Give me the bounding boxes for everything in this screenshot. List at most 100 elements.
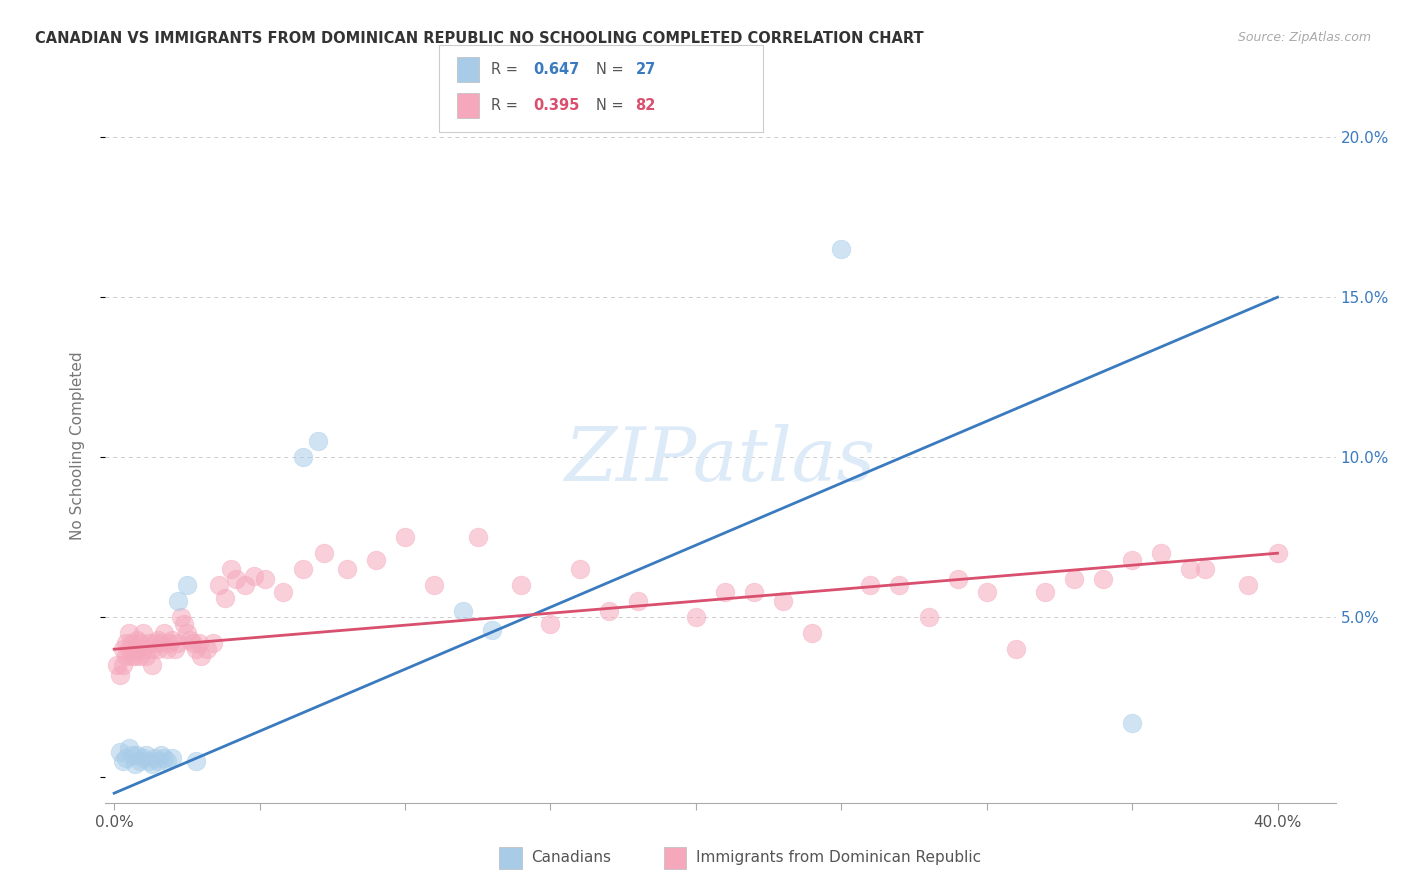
Point bbox=[627, 594, 650, 608]
Point bbox=[219, 562, 242, 576]
Point bbox=[685, 610, 707, 624]
Point bbox=[423, 578, 446, 592]
Point bbox=[108, 668, 131, 682]
Point bbox=[118, 626, 141, 640]
Point bbox=[121, 636, 143, 650]
Text: 82: 82 bbox=[636, 98, 655, 113]
Point bbox=[132, 642, 155, 657]
Point bbox=[292, 562, 315, 576]
Point bbox=[307, 434, 329, 449]
Point bbox=[127, 642, 149, 657]
Point bbox=[1267, 546, 1289, 560]
Point bbox=[167, 636, 190, 650]
Point bbox=[225, 572, 247, 586]
Point bbox=[208, 578, 231, 592]
Point bbox=[129, 648, 152, 663]
Point bbox=[114, 648, 136, 663]
Point bbox=[143, 636, 166, 650]
Point bbox=[108, 745, 131, 759]
Point bbox=[152, 751, 174, 765]
Point bbox=[124, 648, 146, 663]
Text: Immigrants from Dominican Republic: Immigrants from Dominican Republic bbox=[696, 850, 981, 865]
Point bbox=[132, 751, 155, 765]
Point bbox=[772, 594, 794, 608]
Point bbox=[394, 530, 416, 544]
Point bbox=[146, 754, 169, 768]
Text: N =: N = bbox=[596, 62, 628, 77]
Text: R =: R = bbox=[491, 62, 522, 77]
Point bbox=[111, 754, 134, 768]
Point bbox=[179, 632, 201, 647]
Point bbox=[152, 626, 174, 640]
Point bbox=[159, 636, 181, 650]
Y-axis label: No Schooling Completed: No Schooling Completed bbox=[70, 351, 84, 541]
Text: CANADIAN VS IMMIGRANTS FROM DOMINICAN REPUBLIC NO SCHOOLING COMPLETED CORRELATIO: CANADIAN VS IMMIGRANTS FROM DOMINICAN RE… bbox=[35, 31, 924, 46]
Text: R =: R = bbox=[491, 98, 522, 113]
Point bbox=[124, 757, 146, 772]
Point bbox=[127, 632, 149, 647]
Point bbox=[155, 642, 177, 657]
Point bbox=[184, 754, 207, 768]
Point bbox=[187, 636, 209, 650]
Point bbox=[141, 642, 163, 657]
Point bbox=[1092, 572, 1115, 586]
Point bbox=[1004, 642, 1026, 657]
Point bbox=[312, 546, 335, 560]
Point bbox=[946, 572, 969, 586]
Point bbox=[118, 741, 141, 756]
Point bbox=[214, 591, 236, 605]
Point bbox=[132, 626, 155, 640]
Point bbox=[127, 747, 149, 762]
Point bbox=[510, 578, 533, 592]
Point bbox=[149, 747, 172, 762]
Point bbox=[859, 578, 882, 592]
Point bbox=[336, 562, 359, 576]
Point bbox=[801, 626, 824, 640]
Point bbox=[170, 610, 193, 624]
Point bbox=[714, 584, 737, 599]
Point bbox=[467, 530, 489, 544]
Point bbox=[364, 552, 387, 566]
Point bbox=[135, 648, 157, 663]
Point bbox=[129, 754, 152, 768]
Point bbox=[176, 626, 198, 640]
Point bbox=[176, 578, 198, 592]
Point bbox=[143, 751, 166, 765]
Text: 27: 27 bbox=[636, 62, 655, 77]
Point bbox=[167, 594, 190, 608]
Point bbox=[538, 616, 561, 631]
Point bbox=[184, 642, 207, 657]
Point bbox=[114, 636, 136, 650]
Point bbox=[1180, 562, 1202, 576]
Point bbox=[598, 604, 620, 618]
Text: N =: N = bbox=[596, 98, 628, 113]
Point bbox=[271, 584, 294, 599]
Point bbox=[190, 648, 212, 663]
Point bbox=[917, 610, 939, 624]
Point bbox=[1121, 552, 1143, 566]
Point bbox=[118, 642, 141, 657]
Point bbox=[114, 751, 136, 765]
Point bbox=[202, 636, 225, 650]
Point bbox=[111, 642, 134, 657]
Point bbox=[129, 636, 152, 650]
Point bbox=[165, 642, 187, 657]
Point bbox=[451, 604, 474, 618]
Text: Canadians: Canadians bbox=[531, 850, 612, 865]
Point bbox=[141, 757, 163, 772]
Point bbox=[146, 632, 169, 647]
Point bbox=[254, 572, 277, 586]
Point bbox=[181, 636, 204, 650]
Point bbox=[742, 584, 765, 599]
Point bbox=[121, 648, 143, 663]
Point bbox=[568, 562, 591, 576]
Point bbox=[1194, 562, 1216, 576]
Point bbox=[1063, 572, 1085, 586]
Point bbox=[138, 636, 160, 650]
Point bbox=[135, 747, 157, 762]
Point bbox=[111, 658, 134, 673]
Point bbox=[149, 636, 172, 650]
Point bbox=[138, 754, 160, 768]
Point bbox=[155, 754, 177, 768]
Point bbox=[889, 578, 911, 592]
